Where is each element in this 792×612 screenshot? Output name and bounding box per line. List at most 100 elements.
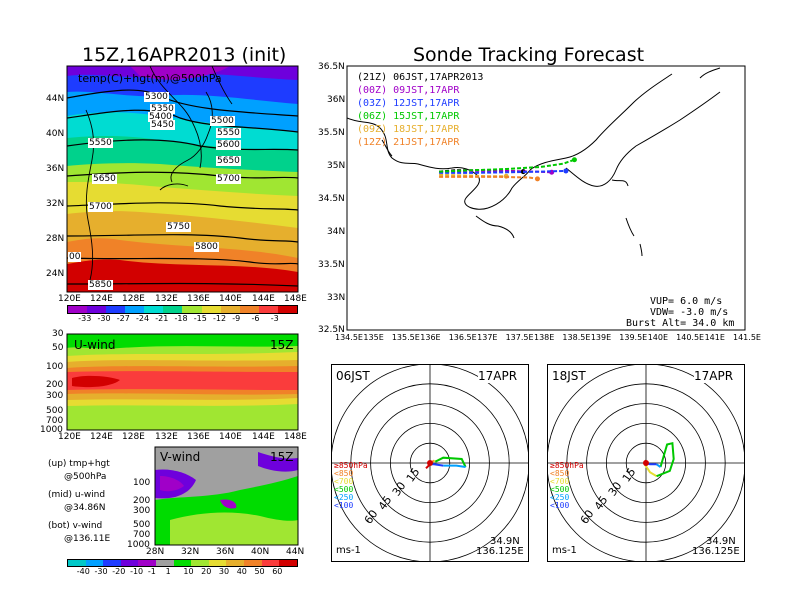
- contour-label: 5600: [216, 140, 241, 150]
- x-tick-label: 132E: [155, 294, 178, 304]
- colorbar-tick-label: -21: [155, 314, 169, 323]
- colorbar-swatch: [208, 560, 227, 566]
- track-map-title: Sonde Tracking Forecast: [413, 44, 645, 66]
- track-x-ticks: 134.5E 135E 135.5E 136E 136.5E 137E 137.5E 138E…: [0, 333, 792, 345]
- colorbar-swatch: [244, 560, 262, 566]
- x-tick-label: 32N: [181, 547, 200, 557]
- hodo-level-label: <250: [334, 493, 354, 502]
- contour-label: 5450: [150, 120, 175, 130]
- y-tick-label: 100: [133, 478, 151, 488]
- y-tick-label: 34.5N: [318, 194, 345, 204]
- x-tick-label: 138E: [534, 333, 555, 342]
- track-legend-item: (03Z) 12JST,17APR: [357, 98, 460, 109]
- colorbar-swatch: [163, 306, 183, 313]
- y-tick-label: 100: [46, 362, 64, 372]
- temperature-colorbar: [67, 305, 298, 314]
- hodo-lat-label: 34.9N: [706, 536, 736, 547]
- hodo-level-label: <850: [550, 469, 570, 478]
- hodo-trace: [434, 456, 467, 468]
- contour-label: 5650: [92, 174, 117, 184]
- x-tick-label: 135.5E: [391, 333, 420, 342]
- y-tick-label: 200: [46, 380, 64, 390]
- y-tick-label: 36N: [46, 164, 65, 174]
- y-tick-label: 35.5N: [318, 128, 345, 138]
- colorbar-swatch: [191, 560, 209, 566]
- hodo-level-label: <250: [550, 493, 570, 502]
- wind-colorbar: [67, 559, 298, 567]
- colorbar-tick-label: -27: [116, 314, 130, 323]
- colorbar-tick-label: -12: [213, 314, 227, 323]
- contour-label: 5700: [88, 202, 113, 212]
- contour-label: 5850: [88, 280, 113, 290]
- x-tick-label: 40N: [251, 547, 270, 557]
- y-tick-label: 50: [52, 343, 64, 353]
- x-tick-label: 144E: [252, 294, 275, 304]
- y-tick-label: 32N: [46, 199, 65, 209]
- x-tick-label: 120E: [58, 432, 81, 442]
- colorbar-tick-label: 60: [272, 567, 283, 576]
- x-tick-label: 140E: [219, 432, 242, 442]
- y-tick-label: 36N: [327, 95, 346, 105]
- x-tick-label: 138.5E: [562, 333, 591, 342]
- contour-label: 5300: [144, 92, 169, 102]
- x-tick-label: 135E: [363, 333, 384, 342]
- x-tick-label: 139.5E: [619, 333, 648, 342]
- x-tick-label: 44N: [286, 547, 305, 557]
- x-tick-label: 140E: [219, 294, 242, 304]
- track-series-line: [439, 169, 566, 174]
- hodo-trace: [656, 463, 662, 468]
- note-bot-value: @136.11E: [64, 534, 111, 544]
- colorbar-tick-label: -10: [130, 567, 144, 576]
- colorbar-swatch: [125, 306, 145, 313]
- colorbar-swatch: [87, 306, 107, 313]
- y-tick-label: 40N: [46, 129, 65, 139]
- x-tick-label: 148E: [284, 294, 307, 304]
- y-tick-label: 300: [46, 391, 64, 401]
- u-wind-time-label: 15Z: [270, 338, 294, 352]
- upper-map-title: 15Z,16APR2013 (init): [82, 44, 287, 66]
- x-tick-label: 136E: [187, 432, 210, 442]
- track-series-line: [439, 175, 538, 180]
- x-tick-label: 140E: [647, 333, 669, 342]
- hodo-level-label: ≥850hPa: [334, 461, 368, 470]
- temperature-colorbar-ticks: -33 -30 -27 -24 -21 -18 -15 -12 -9 -6 -3: [67, 314, 298, 326]
- contour-label: 5550: [88, 138, 113, 148]
- y-tick-label: 30: [52, 329, 64, 339]
- colorbar-tick-label: -18: [174, 314, 188, 323]
- colorbar-tick-label: -6: [251, 314, 260, 323]
- x-tick-label: 137.5E: [505, 333, 534, 342]
- contour-label: 5350: [150, 104, 175, 114]
- hodo-trace: [433, 459, 437, 463]
- colorbar-swatch: [144, 306, 164, 313]
- colorbar-tick-label: -30: [97, 314, 111, 323]
- note-bot-label: (bot) v-wind: [48, 521, 103, 531]
- colorbar-swatch: [103, 560, 121, 566]
- y-tick-label: 200: [133, 496, 151, 506]
- contour-label: 00: [68, 252, 82, 262]
- v-wind-chart: [154, 446, 299, 546]
- colorbar-tick-label: 30: [218, 567, 230, 576]
- hodo-time-label: 18JST: [552, 369, 586, 383]
- hodo-level-label: <700: [550, 477, 570, 486]
- x-tick-label: 141E: [704, 333, 725, 342]
- track-series-line: [439, 158, 575, 173]
- contour-label: 5800: [194, 242, 219, 252]
- v-wind-time-label: 15Z: [270, 450, 294, 464]
- hodo-level-label: <100: [550, 501, 570, 510]
- hodo-level-label: <100: [334, 501, 354, 510]
- colorbar-swatch: [258, 306, 278, 313]
- contour-label: 5700: [216, 174, 241, 184]
- hodo-trace: [643, 463, 658, 478]
- contour-label: 5400: [148, 112, 173, 122]
- note-mid-value: @34.86N: [64, 503, 106, 513]
- track-param: VDW= -3.0 m/s: [650, 307, 729, 318]
- note-mid-label: (mid) u-wind: [48, 490, 106, 500]
- colorbar-swatch: [226, 560, 245, 566]
- y-tick-label: 35N: [327, 161, 346, 171]
- colorbar-tick-label: 50: [254, 567, 265, 576]
- x-tick-label: 137E: [477, 333, 498, 342]
- colorbar-tick-label: -24: [136, 314, 150, 323]
- colorbar-swatch: [220, 306, 240, 313]
- hodo-lat-label: 34.9N: [490, 536, 520, 547]
